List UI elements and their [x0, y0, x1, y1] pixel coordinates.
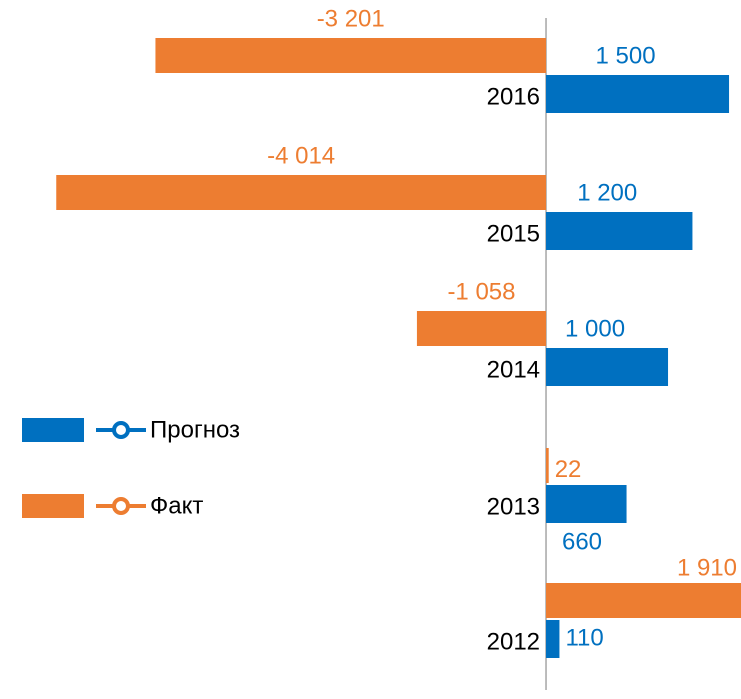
- data-label: 660: [562, 528, 602, 555]
- bar: [546, 348, 669, 386]
- bar: [546, 212, 693, 250]
- data-label: 110: [565, 624, 603, 651]
- legend-swatch: [22, 494, 84, 518]
- data-label: 1 000: [565, 315, 625, 342]
- bar: [546, 75, 730, 113]
- y-tick-label: 2012: [487, 628, 540, 655]
- data-label: 1 200: [577, 179, 637, 206]
- bar: [56, 175, 547, 210]
- bar: [546, 448, 549, 483]
- bar: [155, 38, 547, 73]
- data-label: 1 500: [595, 42, 655, 69]
- legend-label: Факт: [150, 492, 203, 519]
- y-tick-label: 2016: [487, 83, 540, 110]
- data-label: 1 910: [677, 554, 737, 581]
- legend-label: Прогноз: [150, 416, 240, 443]
- y-tick-label: 2013: [487, 493, 540, 520]
- y-tick-label: 2015: [487, 220, 540, 247]
- data-label: -3 201: [317, 5, 385, 32]
- legend-swatch: [22, 418, 84, 442]
- y-tick-label: 2014: [487, 356, 540, 383]
- data-label: -4 014: [267, 142, 335, 169]
- bar: [546, 583, 741, 618]
- data-label: -1 058: [447, 278, 515, 305]
- bar: [546, 620, 560, 658]
- data-label: 22: [555, 456, 582, 483]
- legend-marker: [112, 421, 130, 439]
- legend-marker: [112, 497, 130, 515]
- bar: [546, 485, 627, 523]
- bar: [416, 311, 547, 346]
